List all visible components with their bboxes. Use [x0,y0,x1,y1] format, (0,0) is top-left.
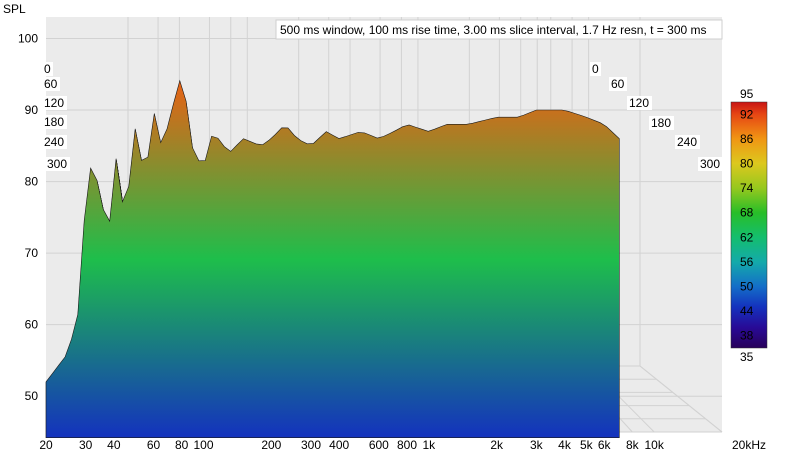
x-axis-tick-labels: 20 30 40 60 80 100 200 300 400 600 800 1k 2k 3k 4k 5k 6k… [39,438,766,452]
time-tick-left: 0 [44,62,51,76]
time-tick-right: 240 [677,135,697,149]
time-tick-right: 300 [700,157,720,171]
y-tick-label: 90 [25,103,39,117]
colorbar: 92 86 80 74 68 62 56 50 44 38 95 35 [730,87,768,364]
colorbar-tick-label: 86 [740,132,754,146]
time-tick-right-bg [675,135,700,149]
x-tick-label: 30 [79,438,93,452]
time-tick-right-bg [590,62,601,76]
chart-title: 500 ms window, 100 ms rise time, 3.00 ms… [280,23,707,37]
grid-line-floor [639,365,723,433]
time-tick-left: 180 [44,115,64,129]
title-box: 500 ms window, 100 ms rise time, 3.00 ms… [275,19,723,40]
time-tick-right-bg [609,77,627,91]
y-tick-label: 100 [18,31,38,45]
time-tick-left: 60 [44,77,58,91]
colorbar-tick-label: 92 [740,107,754,121]
colorbar-tick-label: 38 [740,329,754,343]
time-tick-right: 60 [611,77,625,91]
x-tick-label: 80 [175,438,189,452]
time-tick-left-bg [45,157,70,171]
colorbar-tick-label: 80 [740,157,754,171]
time-tick-right: 120 [629,96,649,110]
waterfall-slice [45,79,620,438]
x-tick-label: 40 [107,438,121,452]
colorbar-tick-label: 56 [740,255,754,269]
y-axis-label: SPL [3,2,26,16]
colorbar-tick-label: 62 [740,230,754,244]
colorbar-max-label: 95 [740,87,754,101]
x-tick-label: 3k [530,438,544,452]
x-tick-label: 6k [598,438,612,452]
x-tick-label: 10k [644,438,664,452]
x-tick-label: 4k [558,438,572,452]
colorbar-tick-label: 50 [740,280,754,294]
time-tick-left: 120 [44,96,64,110]
y-axis-tick-labels: 50 60 70 80 90 100 [18,31,38,403]
y-tick-label: 60 [25,318,39,332]
x-tick-label: 20kHz [732,438,766,452]
colorbar-tick-label: 68 [740,206,754,220]
x-tick-label: 60 [147,438,161,452]
x-tick-label: 200 [261,438,281,452]
waterfall-slices [45,79,620,438]
x-tick-label: 100 [193,438,213,452]
time-tick-right-bg [698,157,723,171]
x-tick-label: 5k [580,438,594,452]
time-tick-left-bg [42,135,67,149]
colorbar-min-label: 35 [740,350,754,364]
x-tick-label: 600 [369,438,389,452]
y-tick-label: 70 [25,246,39,260]
time-tick-left-bg [42,115,67,129]
x-tick-label: 300 [301,438,321,452]
y-tick-label: 80 [25,175,39,189]
y-tick-label: 50 [25,389,39,403]
colorbar-gradient [730,101,768,349]
x-tick-label: 400 [329,438,349,452]
x-tick-label: 20 [39,438,53,452]
x-tick-label: 1k [422,438,436,452]
time-tick-left-bg [42,62,53,76]
colorbar-tick-label: 74 [740,181,754,195]
time-tick-right: 180 [651,116,671,130]
x-tick-label: 2k [490,438,504,452]
time-tick-right: 0 [592,62,599,76]
time-tick-right-bg [627,96,652,110]
x-tick-label: 8k [626,438,640,452]
time-tick-right-bg [649,116,674,130]
colorbar-tick-label: 44 [740,304,754,318]
time-tick-left-bg [42,77,60,91]
x-tick-label: 800 [397,438,417,452]
time-tick-left-bg [42,96,67,110]
time-tick-left: 240 [44,135,64,149]
time-tick-left: 300 [47,157,67,171]
